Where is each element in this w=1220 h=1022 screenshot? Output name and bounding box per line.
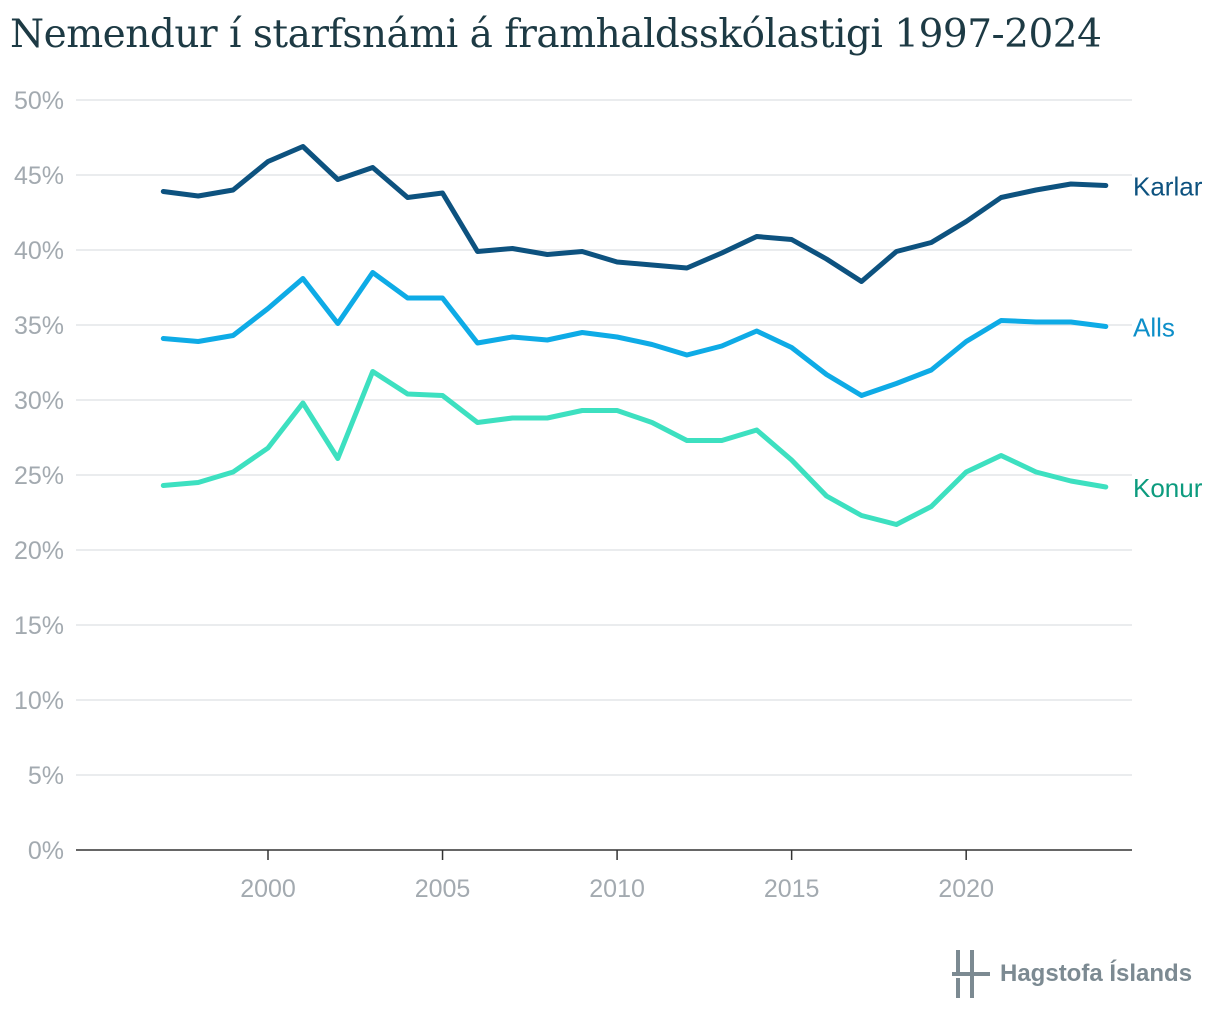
- y-tick-label: 0%: [28, 837, 64, 865]
- y-axis-ticks: 0% 5% 10% 15% 20% 25% 30% 35% 40% 45% 50%: [14, 87, 64, 865]
- series-line-alls: [160, 270, 1109, 398]
- y-tick-label: 50%: [14, 87, 64, 115]
- series-line-karlar: [160, 144, 1109, 284]
- y-tick-label: 5%: [28, 762, 64, 790]
- x-tick-label: 2000: [240, 875, 296, 903]
- series-label-konur: Konur: [1133, 473, 1203, 503]
- x-tick-label: 2005: [415, 875, 471, 903]
- series-line-konur: [160, 369, 1109, 527]
- y-tick-label: 40%: [14, 237, 64, 265]
- chart-title: Nemendur í starfsnámi á framhaldsskólast…: [10, 12, 1102, 57]
- series-lines: [160, 144, 1109, 527]
- hagstofa-logo-text: Hagstofa Íslands: [1000, 960, 1193, 987]
- hagstofa-logo-icon: [952, 950, 990, 998]
- hagstofa-logo: Hagstofa Íslands: [950, 948, 1192, 1000]
- y-tick-label: 10%: [14, 687, 64, 715]
- series-label-alls: Alls: [1133, 313, 1175, 343]
- gridlines: [76, 99, 1132, 776]
- y-tick-label: 30%: [14, 387, 64, 415]
- x-tick-label: 2010: [589, 875, 645, 903]
- x-axis: 2000 2005 2010 2015 2020: [76, 849, 1132, 903]
- y-tick-label: 15%: [14, 612, 64, 640]
- y-tick-label: 35%: [14, 312, 64, 340]
- x-tick-label: 2015: [764, 875, 820, 903]
- y-tick-label: 25%: [14, 462, 64, 490]
- y-tick-label: 45%: [14, 162, 64, 190]
- series-label-karlar: Karlar: [1133, 172, 1203, 202]
- y-tick-label: 20%: [14, 537, 64, 565]
- series-labels: Karlar Alls Konur: [1133, 172, 1203, 504]
- x-tick-label: 2020: [938, 875, 994, 903]
